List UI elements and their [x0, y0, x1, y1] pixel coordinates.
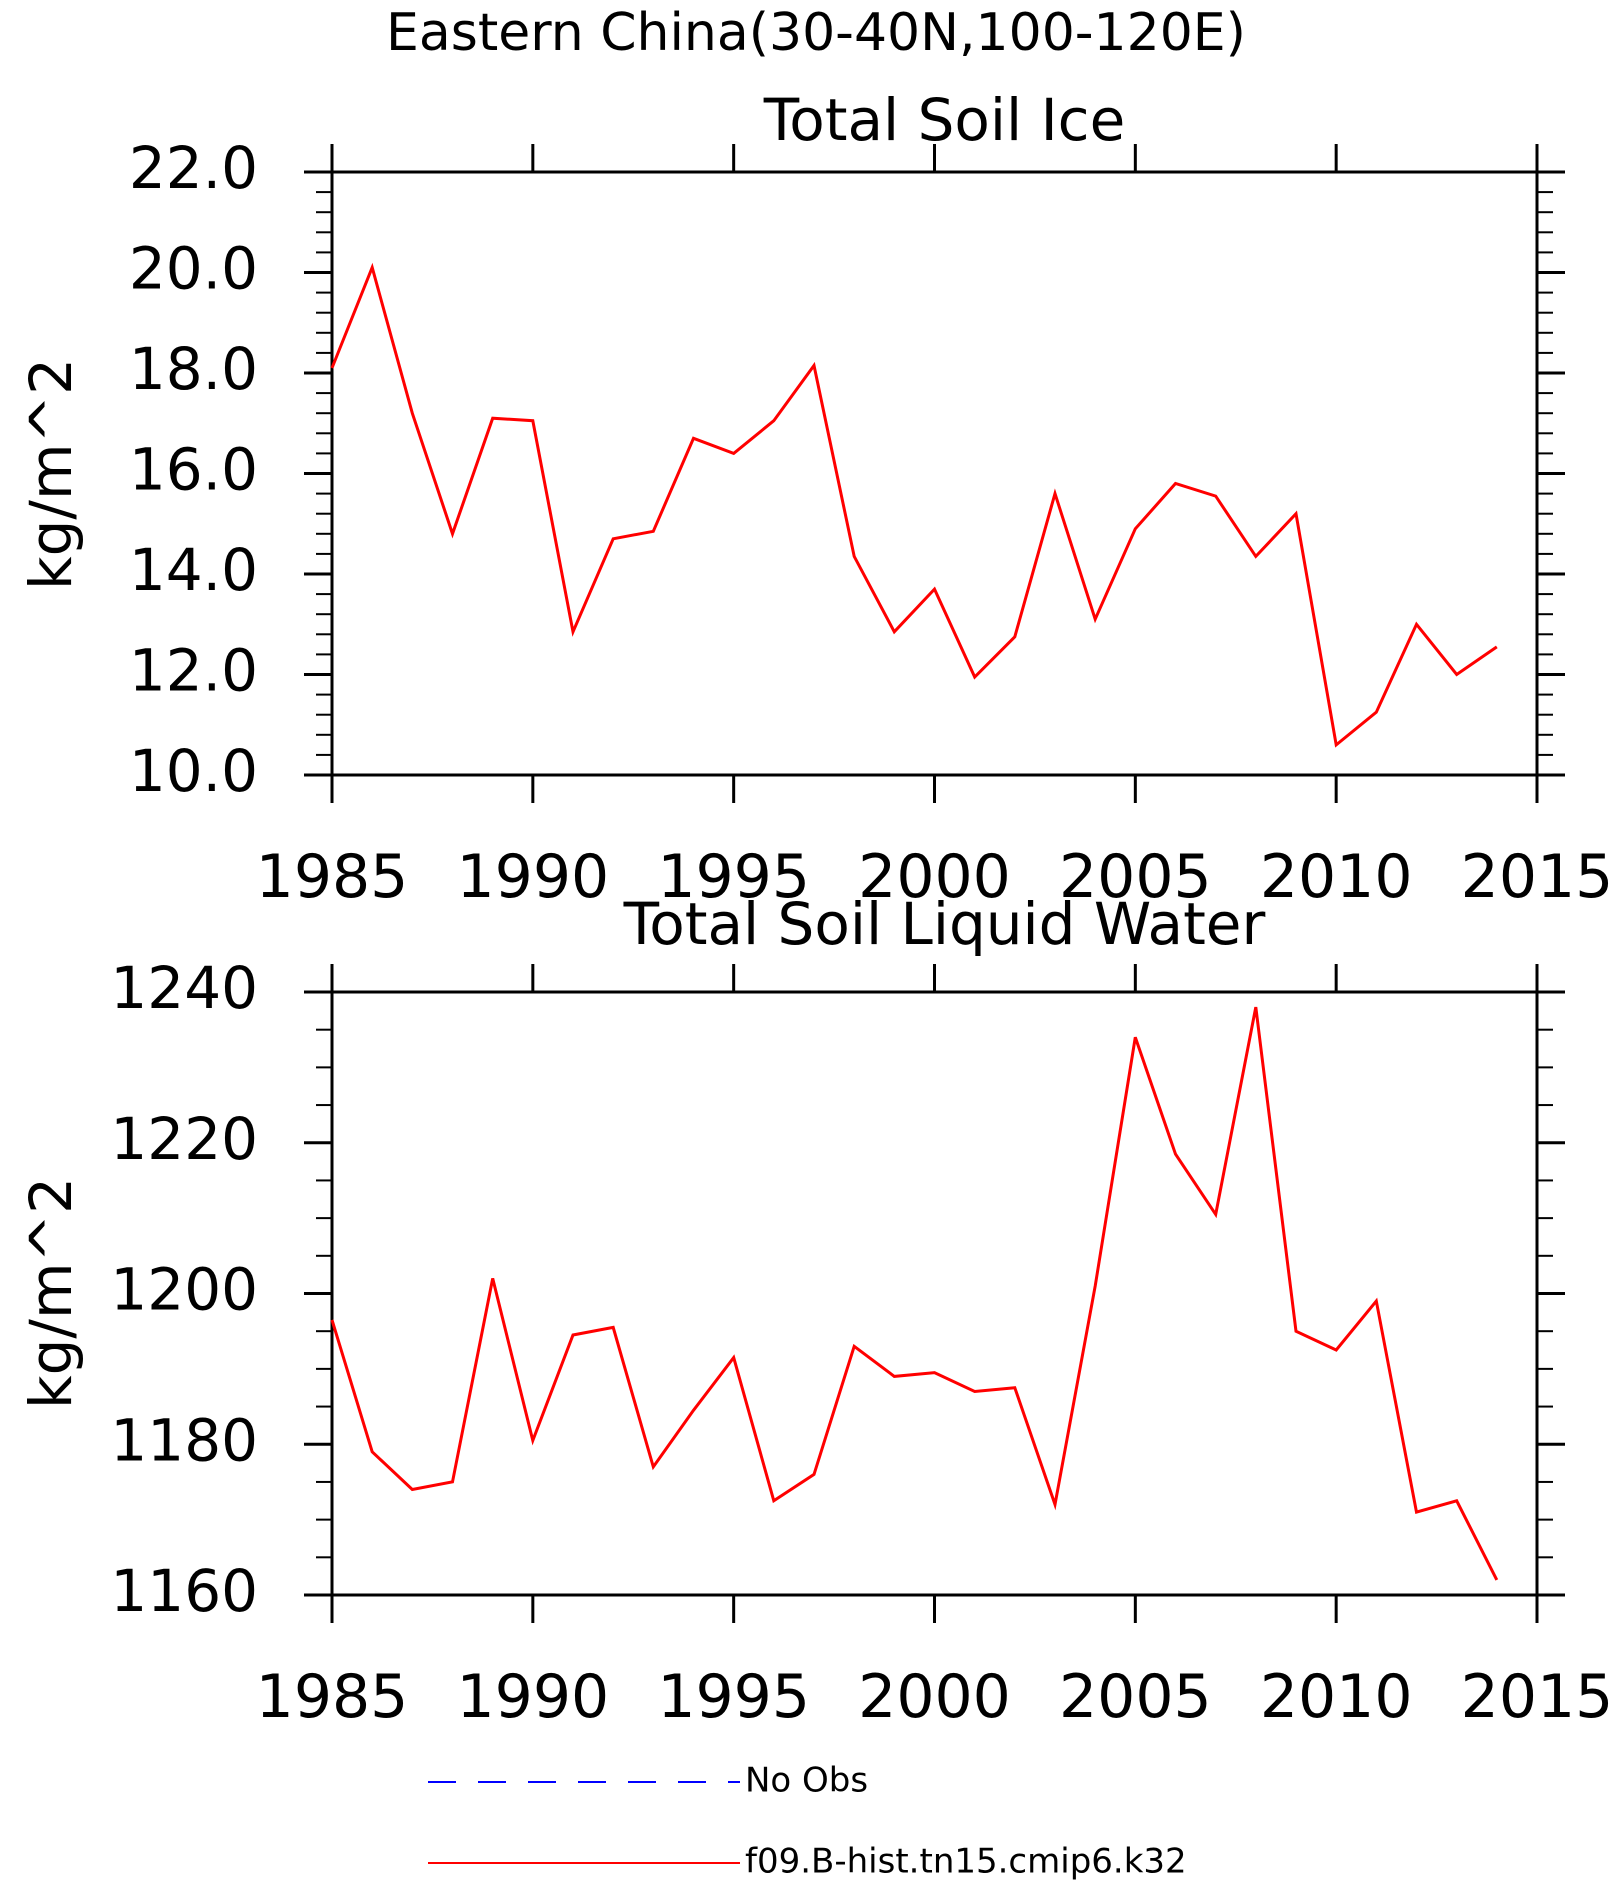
y-tick-label: 22.0 [129, 134, 258, 202]
y-tick-label: 10.0 [129, 737, 258, 805]
x-tick-label: 2000 [858, 842, 1011, 912]
x-tick-label: 1990 [456, 1662, 609, 1732]
x-tick-label: 1995 [657, 842, 810, 912]
panel-2: Total Soil Liquid Water kg/m^2 1985 1990 199… [17, 890, 1613, 1732]
y-axis-label: kg/m^2 [17, 1177, 85, 1409]
x-tick-label: 2015 [1461, 842, 1614, 912]
series-line [330, 1006, 1499, 1581]
y-tick-label: 1200 [110, 1256, 258, 1324]
x-tick-label: 2015 [1461, 1662, 1614, 1732]
legend: No Obs f09.B-hist.tn15.cmip6.k32 [428, 1761, 1187, 1882]
x-tick-label: 2005 [1059, 842, 1212, 912]
y-tick-label: 16.0 [129, 436, 258, 504]
x-tick-label: 1985 [256, 842, 409, 912]
legend-label: No Obs [745, 1761, 868, 1801]
x-tick-label: 2000 [858, 1662, 1011, 1732]
x-tick-label: 2005 [1059, 1662, 1212, 1732]
panel-title: Total Soil Liquid Water [623, 890, 1266, 958]
y-tick-label: 18.0 [129, 335, 258, 403]
legend-label: f09.B-hist.tn15.cmip6.k32 [745, 1842, 1187, 1882]
series-line [330, 262, 1498, 748]
plot-frame [330, 990, 1539, 1597]
x-tick-label: 1995 [657, 1662, 810, 1732]
y-axis-label: kg/m^2 [17, 358, 85, 590]
figure-title: Eastern China(30-40N,100-120E) [386, 3, 1246, 63]
panel-title: Total Soil Ice [763, 86, 1126, 154]
y-tick-label: 12.0 [129, 637, 258, 705]
x-tick-label: 2010 [1260, 842, 1413, 912]
y-tick-label: 1180 [110, 1406, 258, 1474]
y-tick-label: 20.0 [129, 235, 258, 303]
plot-frame [330, 170, 1539, 777]
y-tick-label: 1220 [110, 1105, 258, 1173]
x-tick-label: 2010 [1260, 1662, 1413, 1732]
y-tick-label: 1160 [110, 1557, 258, 1625]
y-tick-label: 14.0 [129, 536, 258, 604]
x-tick-label: 1990 [456, 842, 609, 912]
x-tick-label: 1985 [256, 1662, 409, 1732]
panel-1: Total Soil Ice kg/m^2 1985 1990 1995 2000 2005… [17, 86, 1613, 912]
y-tick-label: 1240 [110, 954, 258, 1022]
